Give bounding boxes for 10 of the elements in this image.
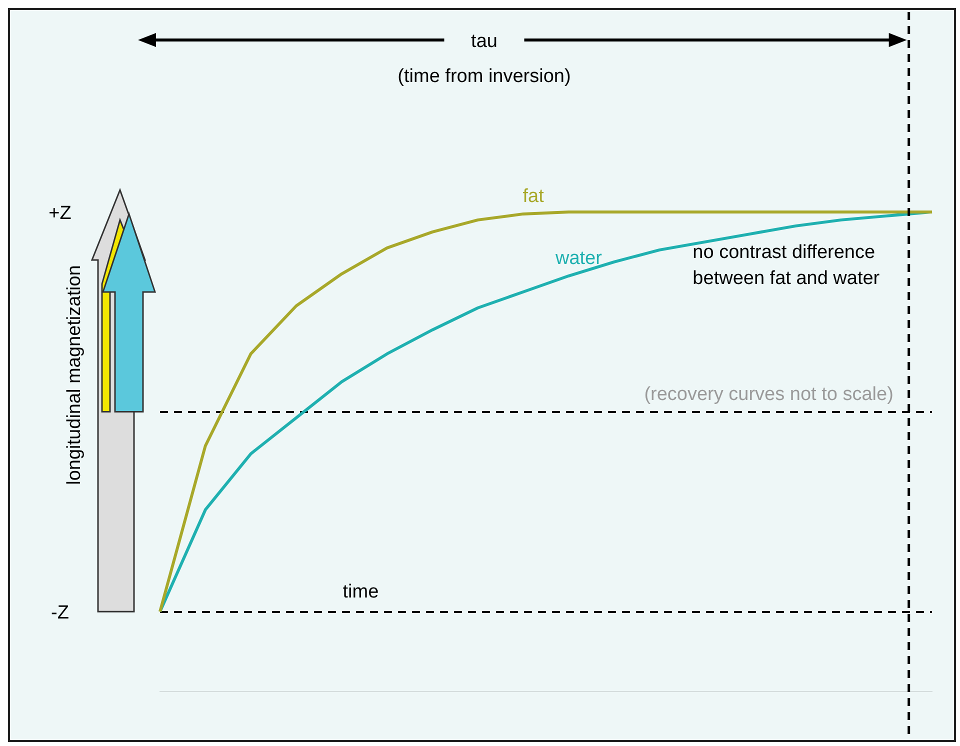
annotation: time bbox=[342, 582, 379, 603]
text: (time from inversion) bbox=[398, 66, 571, 87]
text: -Z bbox=[51, 602, 70, 624]
annotation: no contrast difference between fat and water bbox=[692, 242, 880, 289]
series-label: fat bbox=[522, 186, 545, 207]
annotation: (recovery curves not to scale) bbox=[644, 384, 894, 405]
text: tau bbox=[471, 31, 498, 52]
series-label: water bbox=[554, 248, 603, 269]
y-axis-title: longitudinal magnetization bbox=[64, 265, 86, 485]
text: +Z bbox=[48, 202, 72, 224]
